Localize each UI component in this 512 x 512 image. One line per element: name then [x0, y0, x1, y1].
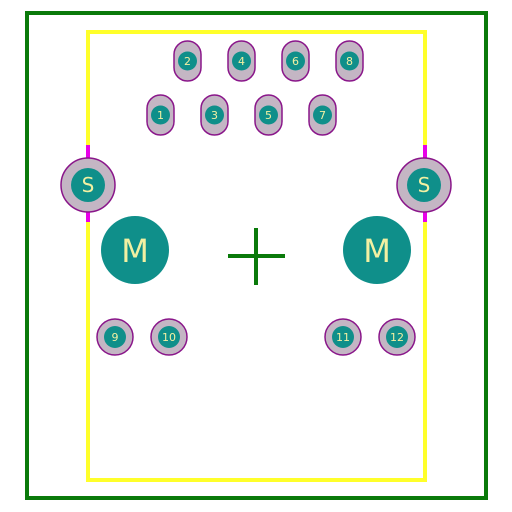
signal-pad-5: 5	[254, 94, 283, 136]
origin-cross-icon	[228, 228, 285, 285]
pad-label: S	[418, 173, 431, 197]
pad-label: 9	[112, 331, 119, 344]
pad-label: 10	[162, 331, 176, 344]
pad-label: 6	[292, 55, 299, 68]
pad-label: 8	[346, 55, 353, 68]
signal-pad-3: 3	[200, 94, 229, 136]
pad-label: 11	[336, 331, 350, 344]
aux-pad-10: 10	[150, 318, 188, 356]
signal-pad-7: 7	[308, 94, 337, 136]
signal-pad-1: 1	[146, 94, 175, 136]
pad-label: 5	[265, 109, 272, 122]
signal-pad-2: 2	[173, 40, 202, 82]
pad-label: 12	[390, 331, 404, 344]
hole-label: M	[363, 232, 391, 270]
mount-hole-right: M	[343, 216, 411, 284]
aux-pad-11: 11	[324, 318, 362, 356]
pad-label: 1	[157, 109, 164, 122]
courtyard-outline	[25, 11, 488, 500]
shield-pad-right: S	[396, 157, 452, 213]
aux-pad-9: 9	[96, 318, 134, 356]
shield-pad-left: S	[60, 157, 116, 213]
pad-label: 7	[319, 109, 326, 122]
pad-label: S	[82, 173, 95, 197]
aux-pad-12: 12	[378, 318, 416, 356]
pad-label: 3	[211, 109, 218, 122]
signal-pad-4: 4	[227, 40, 256, 82]
pad-label: 2	[184, 55, 191, 68]
pad-label: 4	[238, 55, 245, 68]
hole-label: M	[121, 232, 149, 270]
signal-pad-6: 6	[281, 40, 310, 82]
mount-hole-left: M	[101, 216, 169, 284]
signal-pad-8: 8	[335, 40, 364, 82]
silkscreen-outline	[86, 30, 427, 482]
